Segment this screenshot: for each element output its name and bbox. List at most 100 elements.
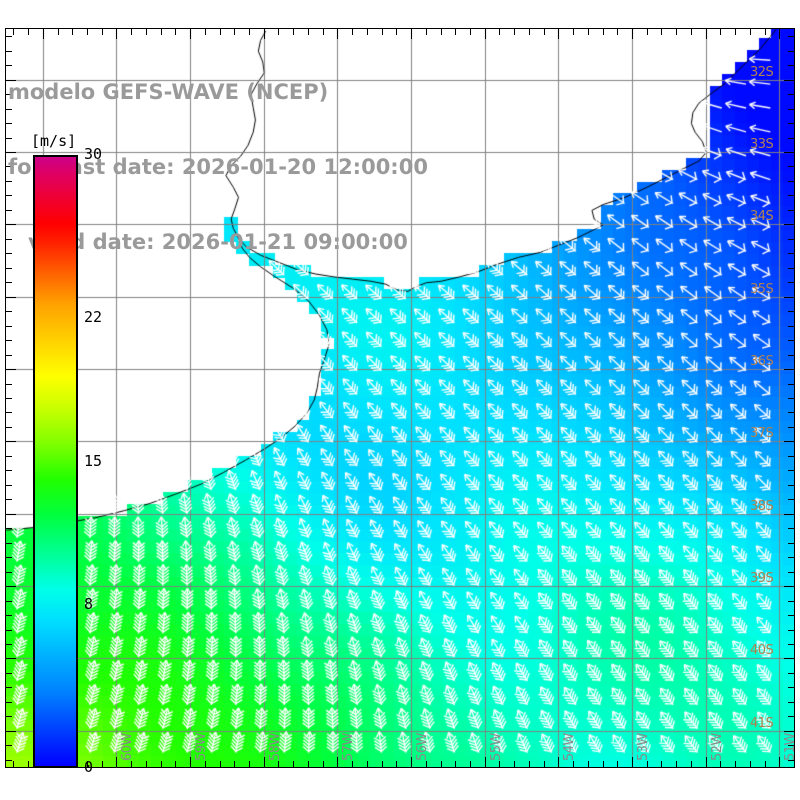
longitude-label: 56W: [415, 733, 431, 761]
axis-tick: [588, 761, 589, 767]
axis-tick: [72, 29, 73, 35]
axis-tick: [6, 615, 12, 616]
axis-tick: [205, 761, 206, 767]
latitude-label: 33S: [750, 137, 774, 152]
axis-tick: [499, 761, 500, 767]
axis-tick: [632, 757, 633, 767]
axis-tick: [161, 761, 162, 767]
axis-tick: [87, 29, 88, 35]
axis-tick: [588, 29, 589, 35]
axis-tick: [190, 29, 191, 39]
axis-tick: [788, 412, 794, 413]
axis-tick: [6, 326, 12, 327]
axis-tick: [788, 644, 794, 645]
axis-tick: [6, 109, 12, 110]
axis-tick: [784, 731, 794, 732]
axis-tick: [220, 29, 221, 35]
axis-tick: [6, 210, 12, 211]
axis-tick: [661, 761, 662, 767]
axis-tick: [6, 485, 12, 486]
axis-tick: [788, 311, 794, 312]
axis-tick: [485, 29, 486, 39]
axis-tick: [352, 29, 353, 35]
axis-tick: [647, 29, 648, 35]
longitude-label: 55W: [488, 733, 504, 761]
axis-tick: [788, 51, 794, 52]
axis-tick: [735, 29, 736, 35]
axis-tick: [161, 29, 162, 35]
axis-tick: [720, 29, 721, 35]
axis-tick: [6, 702, 12, 703]
axis-tick: [788, 716, 794, 717]
axis-tick: [788, 384, 794, 385]
axis-tick: [788, 543, 794, 544]
axis-tick: [411, 29, 412, 39]
axis-tick: [102, 761, 103, 767]
axis-tick: [784, 80, 794, 81]
axis-tick: [617, 29, 618, 35]
axis-tick: [788, 528, 794, 529]
axis-tick: [205, 29, 206, 35]
axis-tick: [784, 152, 794, 153]
latitude-label: 41S: [750, 715, 774, 731]
axis-tick: [6, 282, 12, 283]
axis-tick: [788, 239, 794, 240]
axis-tick: [788, 355, 794, 356]
axis-tick: [6, 340, 12, 341]
colorbar-unit-label: [m/s]: [31, 132, 77, 150]
axis-tick: [788, 282, 794, 283]
latitude-label: 35S: [750, 281, 774, 297]
axis-tick: [264, 29, 265, 39]
axis-tick: [6, 601, 12, 602]
axis-tick: [676, 29, 677, 35]
axis-tick: [6, 745, 12, 746]
axis-tick: [146, 29, 147, 35]
colorbar-tick-label: 22: [84, 308, 103, 327]
axis-tick: [784, 224, 794, 225]
axis-tick: [750, 29, 751, 35]
axis-tick: [308, 761, 309, 767]
axis-tick: [788, 745, 794, 746]
axis-tick: [367, 29, 368, 35]
latitude-label: 38S: [750, 498, 774, 514]
latitude-label: 39S: [750, 571, 774, 587]
axis-tick: [6, 268, 12, 269]
axis-tick: [6, 123, 12, 124]
axis-tick: [28, 761, 29, 767]
axis-tick: [470, 761, 471, 767]
axis-tick: [58, 29, 59, 35]
axis-tick: [6, 543, 12, 544]
axis-tick: [337, 29, 338, 39]
axis-tick: [6, 36, 12, 37]
axis-tick: [779, 757, 780, 767]
axis-tick: [765, 761, 766, 767]
axis-tick: [788, 36, 794, 37]
axis-tick: [788, 557, 794, 558]
axis-tick: [788, 630, 794, 631]
axis-tick: [6, 557, 12, 558]
axis-tick: [6, 398, 12, 399]
axis-tick: [323, 761, 324, 767]
axis-tick: [234, 29, 235, 35]
axis-tick: [190, 757, 191, 767]
axis-tick: [6, 673, 12, 674]
axis-tick: [573, 29, 574, 35]
axis-tick: [750, 761, 751, 767]
axis-tick: [765, 29, 766, 35]
axis-tick: [6, 138, 12, 139]
axis-tick: [264, 757, 265, 767]
axis-tick: [558, 757, 559, 767]
latitude-label: 40S: [750, 643, 774, 659]
axis-tick: [788, 427, 794, 428]
axis-tick: [784, 514, 794, 515]
axis-tick: [735, 761, 736, 767]
axis-tick: [788, 326, 794, 327]
axis-tick: [485, 757, 486, 767]
axis-tick: [6, 658, 16, 659]
colorbar-tick-label: 15: [84, 451, 103, 470]
latitude-label: 36S: [750, 354, 774, 370]
axis-tick: [617, 761, 618, 767]
axis-tick: [6, 470, 12, 471]
axis-tick: [788, 687, 794, 688]
